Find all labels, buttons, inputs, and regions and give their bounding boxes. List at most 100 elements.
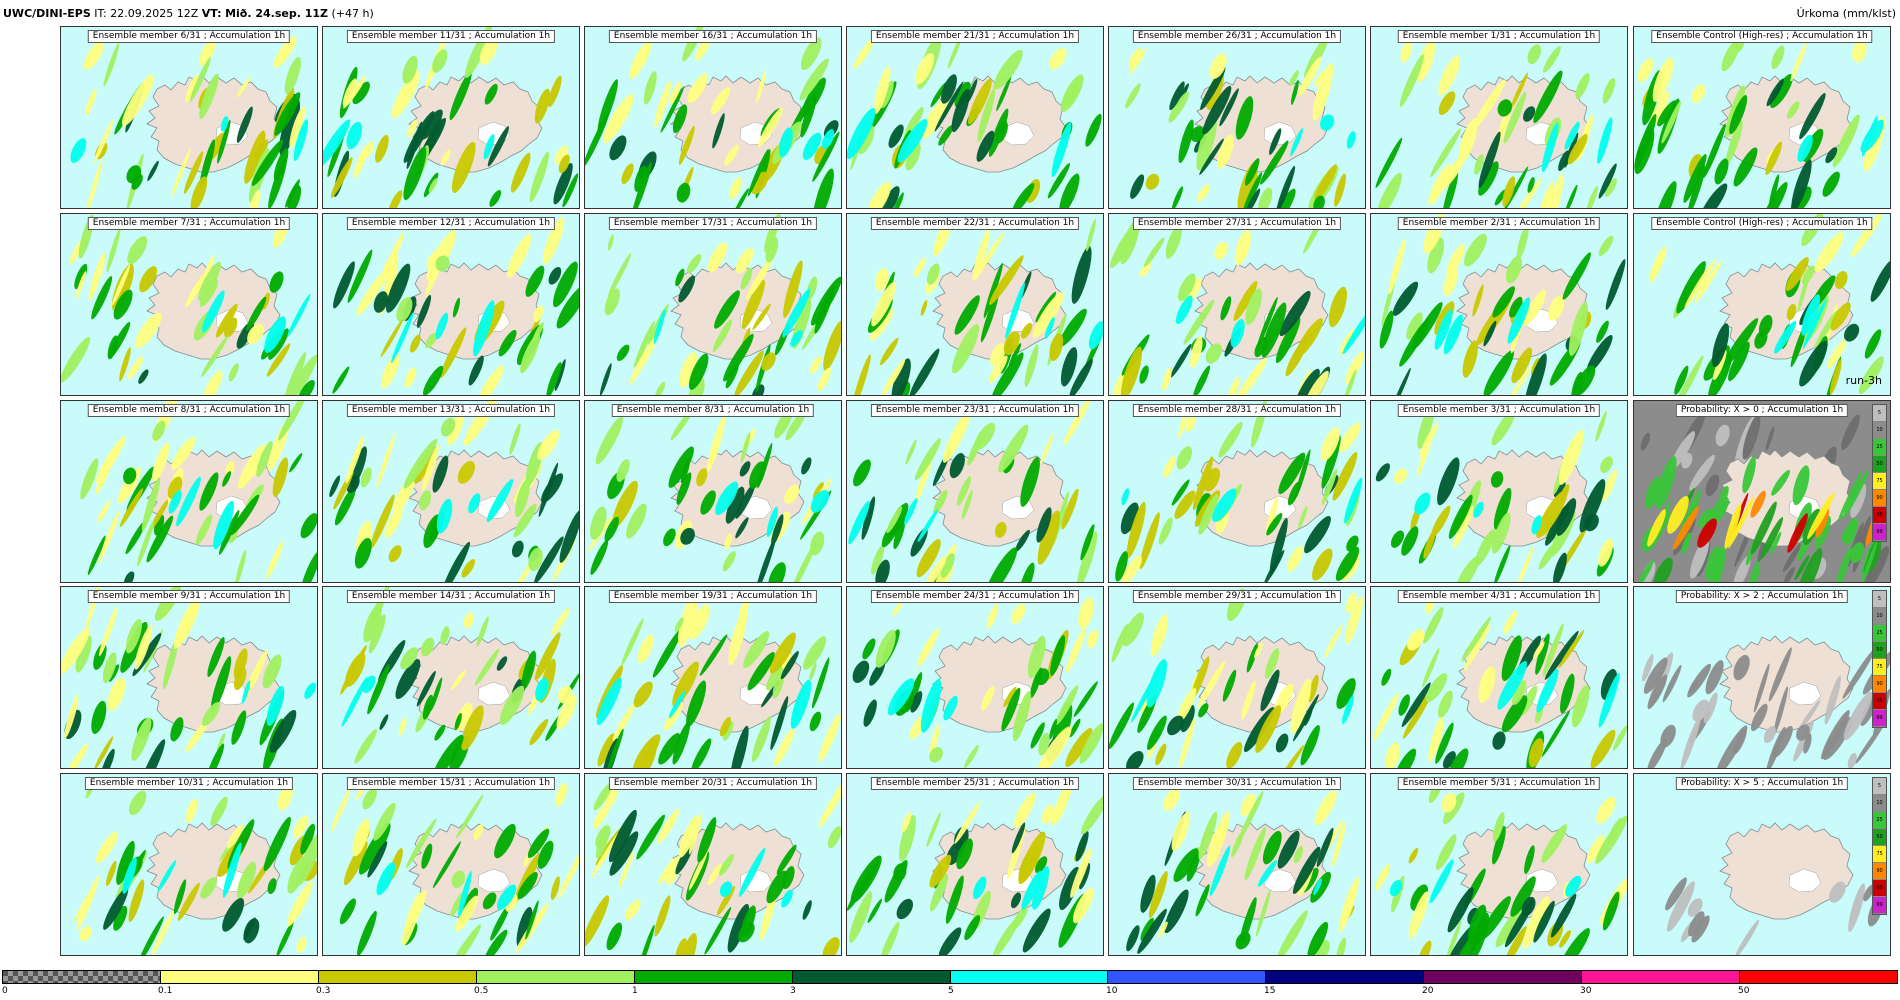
precip-cell xyxy=(1298,506,1308,529)
precip-cell xyxy=(527,828,550,858)
precip-cell xyxy=(802,132,822,160)
precip-cell xyxy=(679,352,698,388)
precip-cell xyxy=(286,881,313,927)
precip-cell xyxy=(1750,490,1766,518)
map-canvas xyxy=(1109,587,1365,768)
precip-cell xyxy=(1586,335,1613,374)
precip-cell xyxy=(1458,118,1478,164)
precip-cell xyxy=(138,369,149,384)
precip-cell xyxy=(94,119,114,163)
precip-cell xyxy=(1155,743,1167,766)
precip-cell xyxy=(988,108,1009,157)
precip-cell xyxy=(723,333,754,382)
precip-cell xyxy=(1464,233,1487,267)
precip-cell xyxy=(952,324,980,374)
precip-cell xyxy=(1060,347,1078,387)
precip-cell xyxy=(1336,678,1356,709)
map-panel: Probability: X > 0 ; Accumulation 1h 5 10 2… xyxy=(1633,400,1891,583)
precip-cell xyxy=(416,670,436,707)
precip-cell xyxy=(113,905,128,931)
precip-cell xyxy=(675,938,688,955)
precip-cell xyxy=(1586,835,1605,864)
precip-cell xyxy=(330,157,353,198)
precip-cell xyxy=(323,119,351,168)
precip-cell xyxy=(916,539,941,578)
precip-cell xyxy=(1140,917,1154,941)
precip-cell xyxy=(915,53,935,85)
precip-cell xyxy=(1585,186,1598,208)
precip-cell xyxy=(1443,314,1464,355)
map-canvas xyxy=(323,774,579,955)
precip-cell xyxy=(1753,663,1770,713)
precip-cell xyxy=(1277,830,1300,869)
precip-cell xyxy=(1212,488,1237,522)
precip-cell xyxy=(1037,726,1072,768)
precip-cell xyxy=(463,612,475,629)
precip-cell xyxy=(751,716,771,763)
precip-cell xyxy=(121,74,155,127)
precip-cell xyxy=(751,384,765,395)
precip-cell xyxy=(1260,140,1289,185)
precip-cell xyxy=(1313,195,1325,208)
colorbar-segment xyxy=(950,971,1109,983)
precip-cell xyxy=(198,261,222,301)
precip-cell xyxy=(190,176,208,208)
precip-cell xyxy=(899,815,916,862)
precip-cell xyxy=(688,850,708,891)
precip-cell xyxy=(1044,316,1055,339)
precip-cell xyxy=(677,591,699,648)
precip-cell xyxy=(1003,331,1020,356)
precip-cell xyxy=(809,356,822,374)
precip-cell xyxy=(1637,58,1654,83)
precip-cell xyxy=(1689,537,1710,579)
panel-title: Ensemble member 28/31 ; Accumulation 1h xyxy=(1132,404,1342,417)
precip-cell xyxy=(137,916,164,955)
precip-cell xyxy=(695,37,711,61)
precip-cell xyxy=(127,356,144,380)
precip-cell xyxy=(616,459,630,482)
precip-cell xyxy=(977,88,996,143)
precip-cell xyxy=(1535,181,1555,208)
precip-cell xyxy=(696,468,708,487)
precip-cell xyxy=(1533,641,1545,659)
precip-cell xyxy=(393,477,415,513)
precip-cell xyxy=(226,824,244,849)
precip-cell xyxy=(276,920,294,955)
precip-cell xyxy=(700,490,716,515)
precip-cell xyxy=(515,903,549,953)
precip-cell xyxy=(1505,255,1523,284)
prob-legend-step: 99 xyxy=(1873,897,1886,914)
precip-cell xyxy=(370,494,395,549)
map-canvas xyxy=(323,27,579,208)
precip-cell xyxy=(1842,470,1869,520)
precip-cell xyxy=(1342,695,1354,725)
precip-cell xyxy=(729,177,742,200)
precip-cell xyxy=(905,142,921,171)
precip-cell xyxy=(1765,426,1775,451)
precip-cell xyxy=(354,537,372,569)
precip-cell xyxy=(375,134,389,163)
precip-cell xyxy=(329,475,341,498)
precip-cell xyxy=(1448,494,1473,539)
precip-cell xyxy=(1435,722,1454,764)
precip-cell xyxy=(1010,892,1022,909)
precip-cell xyxy=(1178,717,1196,768)
precip-cell xyxy=(1750,501,1777,555)
map-panel: Ensemble member 2/31 ; Accumulation 1h xyxy=(1370,213,1628,396)
precip-cell xyxy=(95,831,119,864)
vt-label: VT: xyxy=(201,7,222,20)
precip-cell xyxy=(895,693,914,716)
precip-cell xyxy=(643,71,657,105)
map-canvas xyxy=(585,27,841,208)
precip-cell xyxy=(853,459,871,487)
precip-cell xyxy=(131,174,143,190)
map-panel: Ensemble member 29/31 ; Accumulation 1h xyxy=(1108,586,1366,769)
precip-cell xyxy=(476,364,505,395)
precip-cell xyxy=(1428,716,1445,762)
precip-cell xyxy=(669,81,682,105)
precip-cell xyxy=(1571,371,1584,395)
precip-cell xyxy=(849,891,873,943)
precip-cell xyxy=(1815,515,1831,549)
precip-cell xyxy=(1642,653,1654,682)
precip-cell xyxy=(1344,477,1363,524)
